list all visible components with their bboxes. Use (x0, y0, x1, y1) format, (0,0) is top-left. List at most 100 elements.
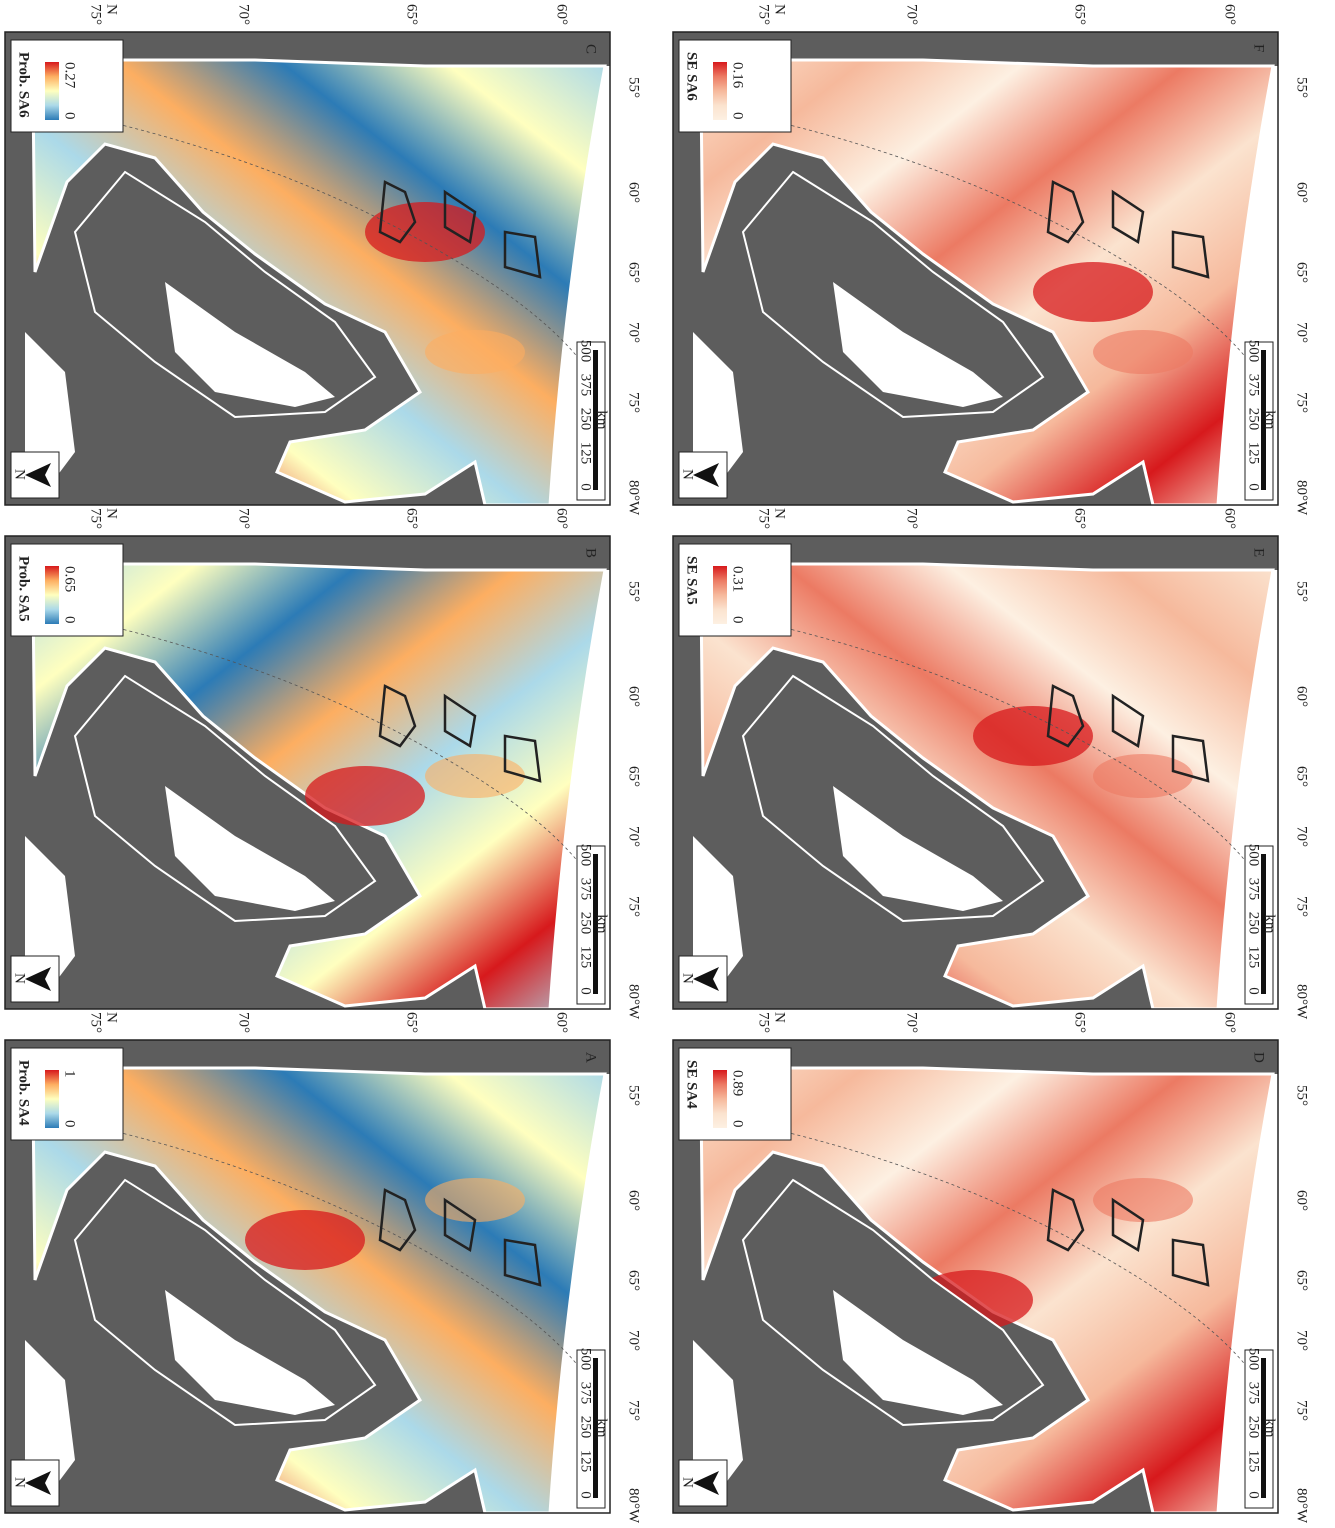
panel-letter: C (583, 44, 599, 54)
legend-title: SE SA4 (684, 1060, 700, 1109)
scale-label: 500 (578, 340, 594, 363)
scale-label: 0 (578, 987, 594, 995)
scale-label: 125 (1246, 946, 1262, 969)
map-panel: SE SA40.890DN0125250375500km75°N70°65°60… (673, 1012, 1310, 1523)
longitude-label: 65° (626, 766, 642, 787)
scale-label: 500 (578, 844, 594, 867)
scale-label: 125 (1246, 1450, 1262, 1473)
latitude-label: 75° (756, 1012, 772, 1033)
longitude-label: 75° (626, 392, 642, 413)
longitude-label: 60° (1294, 686, 1310, 707)
map-panel: Prob. SA410AN0125250375500km75°N70°65°60… (5, 1012, 642, 1523)
scale-label: 375 (578, 374, 594, 397)
longitude-label: 70° (626, 826, 642, 847)
north-label: N (680, 973, 696, 984)
panel-letter: A (583, 1052, 599, 1063)
legend-title: Prob. SA6 (16, 52, 32, 118)
latitude-label: 65° (1072, 4, 1088, 25)
colorbar (45, 1070, 59, 1128)
colorbar (713, 62, 727, 120)
scale-label: 250 (1246, 912, 1262, 935)
longitude-label: 75° (626, 1400, 642, 1421)
latitude-label: 70° (904, 4, 920, 25)
scale-label: 125 (1246, 442, 1262, 465)
colorbar (713, 1070, 727, 1128)
latitude-label: 60° (1222, 4, 1238, 25)
map-panel: SE SA50.310EN0125250375500km75°N70°65°60… (673, 508, 1310, 1020)
latitude-label: 60° (1222, 508, 1238, 529)
scale-label: 375 (1246, 374, 1262, 397)
hotspot (1093, 330, 1193, 374)
latitude-label: 65° (1072, 508, 1088, 529)
legend-title: Prob. SA4 (16, 1060, 32, 1126)
longitude-label: 80°W (626, 480, 642, 516)
scale-unit: km (594, 914, 610, 934)
map-panel: Prob. SA50.650BN0125250375500km75°N70°65… (5, 508, 642, 1020)
longitude-label: 65° (1294, 1270, 1310, 1291)
longitude-label: 55° (1294, 581, 1310, 602)
legend-max: 0.16 (730, 62, 746, 89)
latitude-label: N (772, 508, 788, 519)
longitude-label: 80°W (1294, 480, 1310, 516)
scale-label: 125 (578, 442, 594, 465)
scale-label: 375 (578, 1382, 594, 1405)
hotspot (1093, 754, 1193, 798)
hotspot (425, 330, 525, 374)
legend-min: 0 (62, 112, 78, 120)
latitude-label: 75° (88, 4, 104, 25)
scale-label: 250 (1246, 1416, 1262, 1439)
scale-unit: km (594, 410, 610, 430)
longitude-label: 70° (626, 1330, 642, 1351)
latitude-label: 60° (1222, 1012, 1238, 1033)
colorbar (45, 62, 59, 120)
latitude-label: 65° (1072, 1012, 1088, 1033)
latitude-label: 70° (236, 1012, 252, 1033)
legend-max: 0.27 (62, 62, 78, 89)
latitude-label: N (772, 4, 788, 15)
panel-letter: D (1251, 1052, 1267, 1063)
longitude-label: 55° (1294, 77, 1310, 98)
longitude-label: 70° (1294, 1330, 1310, 1351)
latitude-label: N (104, 508, 120, 519)
scale-label: 500 (1246, 1348, 1262, 1371)
scale-label: 125 (578, 946, 594, 969)
longitude-label: 60° (1294, 1190, 1310, 1211)
scale-label: 0 (1246, 1491, 1262, 1499)
legend-max: 1 (62, 1070, 78, 1078)
scale-label: 375 (578, 878, 594, 901)
latitude-label: 70° (904, 508, 920, 529)
north-label: N (680, 469, 696, 480)
panel-letter: F (1251, 44, 1267, 52)
longitude-label: 65° (626, 1270, 642, 1291)
longitude-label: 75° (1294, 1400, 1310, 1421)
longitude-label: 60° (626, 686, 642, 707)
longitude-label: 60° (1294, 182, 1310, 203)
longitude-label: 60° (626, 182, 642, 203)
longitude-label: 55° (1294, 1085, 1310, 1106)
scale-label: 250 (578, 1416, 594, 1439)
latitude-label: 75° (756, 508, 772, 529)
longitude-label: 60° (626, 1190, 642, 1211)
north-label: N (12, 469, 28, 480)
longitude-label: 80°W (626, 984, 642, 1020)
longitude-label: 75° (626, 896, 642, 917)
longitude-label: 80°W (1294, 984, 1310, 1020)
colorbar (713, 566, 727, 624)
longitude-label: 65° (1294, 766, 1310, 787)
legend-max: 0.31 (730, 566, 746, 592)
latitude-label: N (772, 1012, 788, 1023)
scale-unit: km (594, 1418, 610, 1438)
longitude-label: 55° (626, 581, 642, 602)
latitude-label: 60° (554, 1012, 570, 1033)
scale-unit: km (1262, 410, 1278, 430)
figure: Prob. SA410AN0125250375500km75°N70°65°60… (0, 0, 1335, 1523)
scale-label: 500 (1246, 340, 1262, 363)
map-panel: Prob. SA60.270CN0125250375500km75°N70°65… (5, 4, 642, 516)
latitude-label: 75° (88, 508, 104, 529)
latitude-label: 65° (404, 1012, 420, 1033)
latitude-label: 65° (404, 4, 420, 25)
hotspot (425, 1178, 525, 1222)
longitude-label: 55° (626, 77, 642, 98)
legend-max: 0.65 (62, 566, 78, 592)
latitude-label: 75° (756, 4, 772, 25)
